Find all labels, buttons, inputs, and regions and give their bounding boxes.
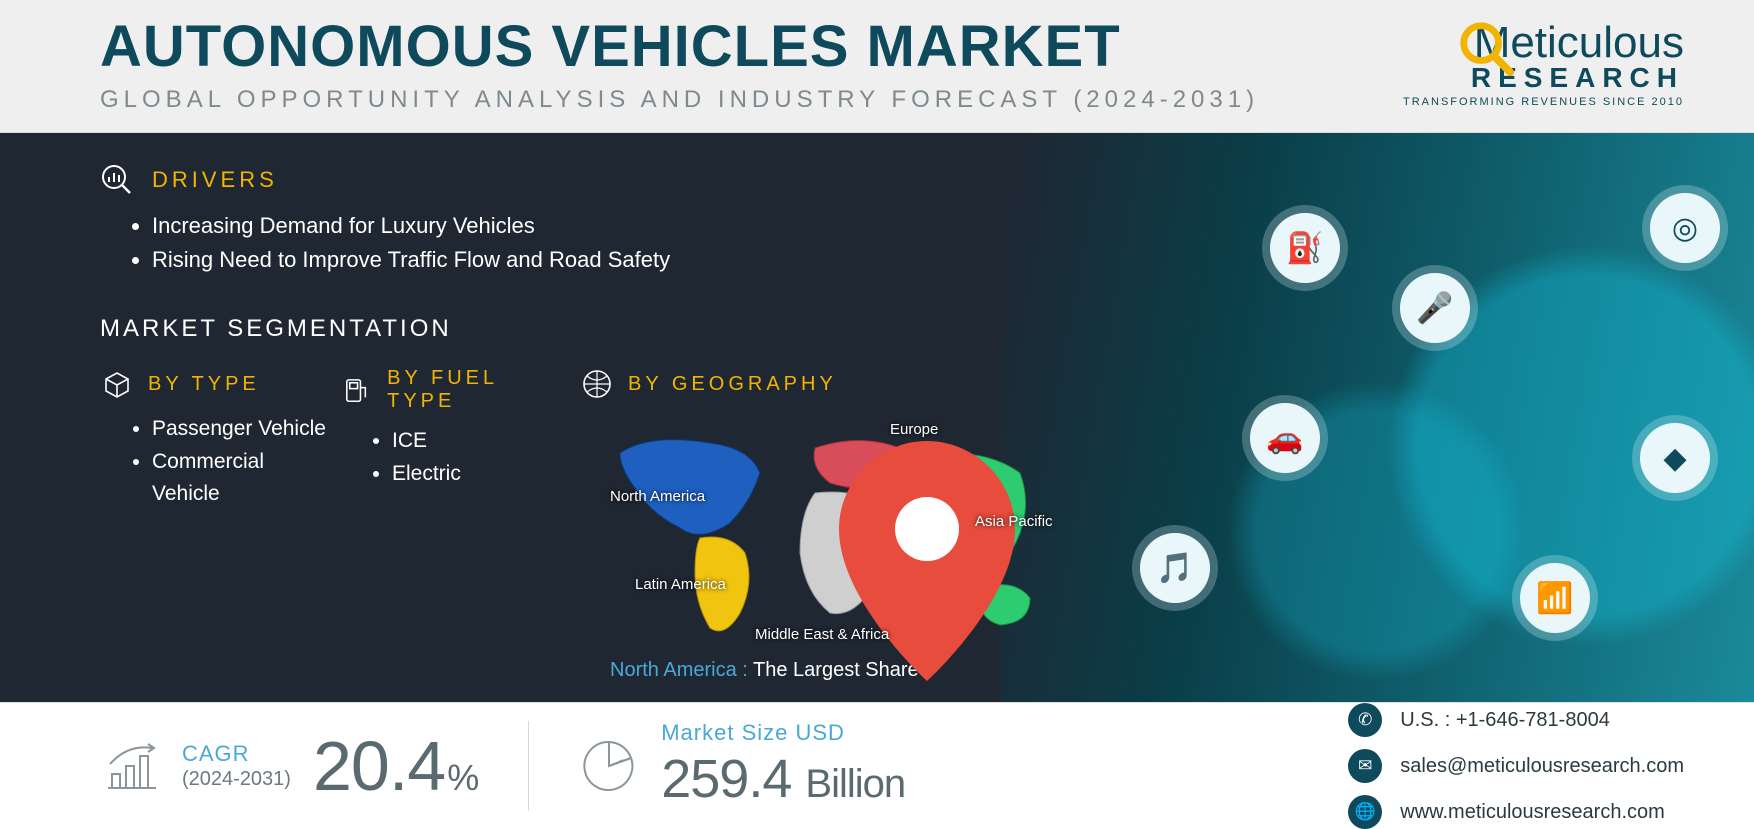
segmentation-grid: BY TYPE Passenger Vehicle Commercial Veh… bbox=[100, 367, 960, 682]
contacts: ✆ U.S. : +1-646-781-8004 ✉ sales@meticul… bbox=[1348, 703, 1684, 829]
cagr-value-unit: % bbox=[447, 757, 478, 799]
map-label-la: Latin America bbox=[635, 576, 726, 593]
seg-type-item: Passenger Vehicle bbox=[152, 413, 330, 446]
fuel-icon: ⛽ bbox=[1270, 213, 1340, 283]
content-panel: DRIVERS Increasing Demand for Luxury Veh… bbox=[0, 133, 1000, 702]
drivers-list: Increasing Demand for Luxury Vehicles Ri… bbox=[152, 209, 960, 277]
driver-item: Increasing Demand for Luxury Vehicles bbox=[152, 209, 960, 243]
logo-tagline: TRANSFORMING REVENUES SINCE 2010 bbox=[1403, 96, 1684, 108]
globe-icon bbox=[580, 367, 614, 401]
cagr-label-top: CAGR bbox=[182, 740, 291, 768]
seg-type-heading: BY TYPE bbox=[100, 367, 330, 401]
seg-fuel-list: ICE Electric bbox=[392, 425, 570, 490]
pie-chart-icon bbox=[579, 736, 639, 796]
body: DRIVERS Increasing Demand for Luxury Veh… bbox=[0, 133, 1754, 702]
seg-by-geography: BY GEOGRAPHY bbox=[580, 367, 1000, 682]
drivers-heading: DRIVERS bbox=[100, 163, 960, 197]
driver-item: Rising Need to Improve Traffic Flow and … bbox=[152, 243, 960, 277]
map-label-na: North America bbox=[610, 488, 705, 505]
seg-type-list: Passenger Vehicle Commercial Vehicle bbox=[152, 413, 330, 511]
node-icon: ◆ bbox=[1640, 423, 1710, 493]
cagr-label-bottom: (2024-2031) bbox=[182, 767, 291, 792]
header-text-block: AUTONOMOUS VEHICLES MARKET GLOBAL OPPORT… bbox=[100, 18, 1259, 114]
size-label-top: Market Size USD bbox=[661, 719, 905, 747]
map-pin-icon bbox=[692, 441, 1162, 681]
seg-type-heading-text: BY TYPE bbox=[148, 373, 260, 396]
metric-size-label: Market Size USD 259.4 Billion bbox=[661, 719, 905, 814]
package-icon bbox=[100, 367, 134, 401]
header: AUTONOMOUS VEHICLES MARKET GLOBAL OPPORT… bbox=[0, 0, 1754, 133]
contact-web-text: www.meticulousresearch.com bbox=[1400, 801, 1665, 824]
metric-cagr: CAGR (2024-2031) 20.4% bbox=[100, 726, 478, 806]
footer: CAGR (2024-2031) 20.4% Market Size USD 2… bbox=[0, 702, 1754, 829]
car-icon: 🚗 bbox=[1250, 403, 1320, 473]
mic-icon: 🎤 bbox=[1400, 273, 1470, 343]
wifi-icon: 📶 bbox=[1520, 563, 1590, 633]
seg-geo-heading: BY GEOGRAPHY bbox=[580, 367, 1000, 401]
page-title: AUTONOMOUS VEHICLES MARKET bbox=[100, 18, 1259, 76]
fuel-pump-icon bbox=[340, 373, 373, 407]
globe-icon: 🌐 bbox=[1348, 795, 1382, 829]
world-map: North America Latin America Europe Middl… bbox=[580, 413, 1050, 653]
metric-cagr-value: 20.4% bbox=[313, 726, 478, 806]
drivers-heading-text: DRIVERS bbox=[152, 167, 278, 193]
bar-chart-icon bbox=[100, 736, 160, 796]
seg-fuel-item: ICE bbox=[392, 425, 570, 458]
magnifier-icon bbox=[1456, 18, 1514, 76]
brand-logo: Meticulous RESEARCH TRANSFORMING REVENUE… bbox=[1403, 24, 1684, 107]
phone-icon: ✆ bbox=[1348, 703, 1382, 737]
segmentation-heading: MARKET SEGMENTATION bbox=[100, 315, 960, 343]
map-label-eu: Europe bbox=[890, 421, 938, 438]
cagr-value-number: 20.4 bbox=[313, 726, 445, 806]
infographic-page: AUTONOMOUS VEHICLES MARKET GLOBAL OPPORT… bbox=[0, 0, 1754, 822]
steer-icon: ◎ bbox=[1650, 193, 1720, 263]
seg-fuel-item: Electric bbox=[392, 458, 570, 491]
page-subtitle: GLOBAL OPPORTUNITY ANALYSIS AND INDUSTRY… bbox=[100, 86, 1259, 114]
contact-email-text: sales@meticulousresearch.com bbox=[1400, 755, 1684, 778]
seg-geo-heading-text: BY GEOGRAPHY bbox=[628, 373, 837, 396]
seg-by-type: BY TYPE Passenger Vehicle Commercial Veh… bbox=[100, 367, 330, 682]
seg-fuel-heading-text: BY FUEL TYPE bbox=[387, 367, 570, 413]
metric-market-size: Market Size USD 259.4 Billion bbox=[579, 719, 905, 814]
map-label-mea: Middle East & Africa bbox=[755, 626, 889, 643]
contact-web[interactable]: 🌐 www.meticulousresearch.com bbox=[1348, 795, 1684, 829]
email-icon: ✉ bbox=[1348, 749, 1382, 783]
size-value-number: 259.4 bbox=[661, 746, 791, 814]
contact-phone[interactable]: ✆ U.S. : +1-646-781-8004 bbox=[1348, 703, 1684, 737]
metric-size-value: 259.4 Billion bbox=[661, 746, 905, 814]
seg-by-fuel: BY FUEL TYPE ICE Electric bbox=[340, 367, 570, 682]
metric-cagr-label: CAGR (2024-2031) bbox=[182, 740, 291, 793]
logo-line1: Meticulous bbox=[1474, 24, 1684, 61]
contact-email[interactable]: ✉ sales@meticulousresearch.com bbox=[1348, 749, 1684, 783]
map-label-ap: Asia Pacific bbox=[975, 513, 1035, 530]
analysis-icon bbox=[100, 163, 134, 197]
seg-fuel-heading: BY FUEL TYPE bbox=[340, 367, 570, 413]
footer-divider bbox=[528, 721, 529, 811]
contact-phone-text: U.S. : +1-646-781-8004 bbox=[1400, 709, 1610, 732]
size-value-unit: Billion bbox=[805, 759, 905, 809]
seg-type-item: Commercial Vehicle bbox=[152, 446, 330, 511]
